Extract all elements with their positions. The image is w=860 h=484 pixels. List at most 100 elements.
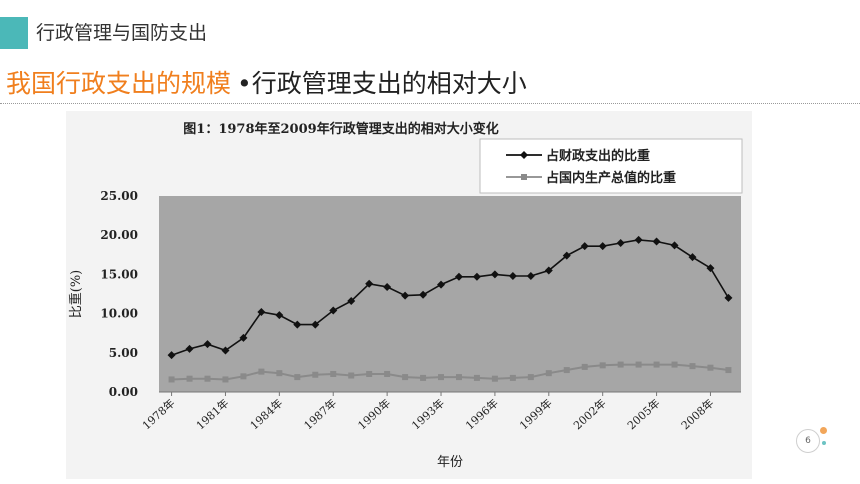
data-point-gdp-share (509, 374, 516, 381)
data-point-fiscal-share (203, 340, 212, 349)
data-point-gdp-share (420, 374, 427, 381)
decor-dot-orange (820, 427, 827, 434)
data-point-fiscal-share (347, 297, 356, 306)
x-tick-label: 1993年 (409, 396, 447, 433)
data-point-gdp-share (671, 361, 678, 368)
y-axis-label: 比重(%) (68, 270, 84, 319)
data-point-fiscal-share (221, 346, 230, 355)
data-point-fiscal-share (526, 271, 535, 280)
slide-heading: 我国行政支出的规模 •行政管理支出的相对大小 (6, 66, 527, 102)
data-point-fiscal-share (365, 279, 374, 288)
data-point-gdp-share (438, 374, 445, 381)
data-point-gdp-share (240, 373, 247, 380)
y-axis: 25.00 20.00 15.00 10.00 5.00 0.00 (100, 189, 138, 399)
heading-sub: 行政管理支出的相对大小 (251, 69, 527, 98)
chart-title: 图1：1978年至2009年行政管理支出的相对大小变化 (183, 121, 498, 137)
y-tick-label: 20.00 (100, 228, 138, 242)
data-point-fiscal-share (616, 239, 625, 248)
y-tick-label: 5.00 (109, 346, 138, 360)
section-accent-block (0, 17, 28, 49)
data-point-fiscal-share (508, 271, 517, 280)
x-tick-label: 1996年 (463, 396, 501, 433)
data-point-gdp-share (366, 370, 373, 377)
y-tick-label: 10.00 (100, 307, 138, 321)
data-point-gdp-share (168, 376, 175, 383)
data-point-gdp-share (330, 370, 337, 377)
data-point-gdp-share (258, 368, 265, 375)
data-point-gdp-share (725, 367, 732, 374)
series-layer (167, 235, 733, 383)
x-tick-label: 2005年 (624, 396, 662, 433)
plot-area (159, 196, 741, 392)
data-point-gdp-share (473, 374, 480, 381)
x-tick-label: 1978年 (139, 396, 177, 433)
x-tick-label: 1981年 (193, 396, 231, 433)
series-line-gdp-share (171, 363, 729, 381)
data-point-fiscal-share (419, 290, 428, 299)
data-point-gdp-share (384, 370, 391, 377)
data-point-fiscal-share (293, 320, 302, 329)
data-point-fiscal-share (383, 282, 392, 291)
data-point-fiscal-share (544, 266, 553, 275)
x-tick-label: 2008年 (678, 396, 716, 433)
data-point-gdp-share (402, 374, 409, 381)
data-point-gdp-share (348, 372, 355, 379)
data-point-fiscal-share (706, 264, 715, 273)
data-point-gdp-share (617, 361, 624, 368)
data-point-fiscal-share (257, 308, 266, 317)
data-point-fiscal-share (724, 293, 733, 302)
data-point-gdp-share (455, 374, 462, 381)
data-point-fiscal-share (185, 344, 194, 353)
data-point-fiscal-share (580, 242, 589, 251)
x-tick-label: 1990年 (355, 396, 393, 433)
legend-marker-square (521, 174, 527, 180)
data-point-gdp-share (276, 370, 283, 377)
page-number: 6 (796, 429, 820, 453)
data-point-gdp-share (653, 361, 660, 368)
x-tick-label: 1984年 (247, 396, 285, 433)
data-point-gdp-share (581, 363, 588, 370)
data-point-gdp-share (545, 370, 552, 377)
data-point-fiscal-share (401, 291, 410, 300)
data-point-fiscal-share (167, 351, 176, 360)
data-point-fiscal-share (634, 235, 643, 244)
data-point-fiscal-share (329, 306, 338, 315)
x-axis-label: 年份 (437, 455, 463, 470)
data-point-gdp-share (186, 375, 193, 382)
legend-marker-diamond (520, 151, 528, 159)
data-point-gdp-share (222, 376, 229, 383)
data-point-gdp-share (527, 374, 534, 381)
data-point-fiscal-share (598, 242, 607, 251)
data-point-gdp-share (312, 371, 319, 378)
decor-dot-teal (822, 441, 826, 445)
line-chart: 图1：1978年至2009年行政管理支出的相对大小变化 25.00 20.00 15… (68, 121, 743, 470)
y-tick-label: 0.00 (109, 385, 138, 399)
legend-label: 占财政支出的比重 (546, 148, 650, 164)
x-axis: 1978年 1981年 1984年 1987年 1990年 1993年 1996年 1999年… (139, 391, 741, 433)
data-point-fiscal-share (275, 311, 284, 320)
data-point-fiscal-share (670, 241, 679, 250)
header-divider (0, 103, 860, 104)
y-tick-label: 15.00 (100, 267, 138, 281)
chart-figure: 图1：1978年至2009年行政管理支出的相对大小变化 25.00 20.00 15… (66, 111, 752, 479)
data-point-gdp-share (294, 374, 301, 381)
y-tick-label: 25.00 (100, 189, 138, 203)
data-point-fiscal-share (472, 272, 481, 281)
data-point-fiscal-share (688, 253, 697, 262)
data-point-gdp-share (635, 361, 642, 368)
data-point-fiscal-share (454, 272, 463, 281)
data-point-gdp-share (689, 363, 696, 370)
data-point-fiscal-share (437, 280, 446, 289)
data-point-fiscal-share (490, 270, 499, 279)
x-tick-label: 1999年 (516, 396, 554, 433)
data-point-gdp-share (563, 367, 570, 374)
data-point-gdp-share (599, 362, 606, 369)
x-tick-label: 2002年 (570, 396, 608, 433)
data-point-gdp-share (204, 375, 211, 382)
heading-main: 我国行政支出的规模 (6, 69, 232, 98)
x-tick-label: 1987年 (301, 396, 339, 433)
data-point-fiscal-share (562, 251, 571, 260)
legend-box (479, 138, 743, 194)
data-point-gdp-share (491, 375, 498, 382)
